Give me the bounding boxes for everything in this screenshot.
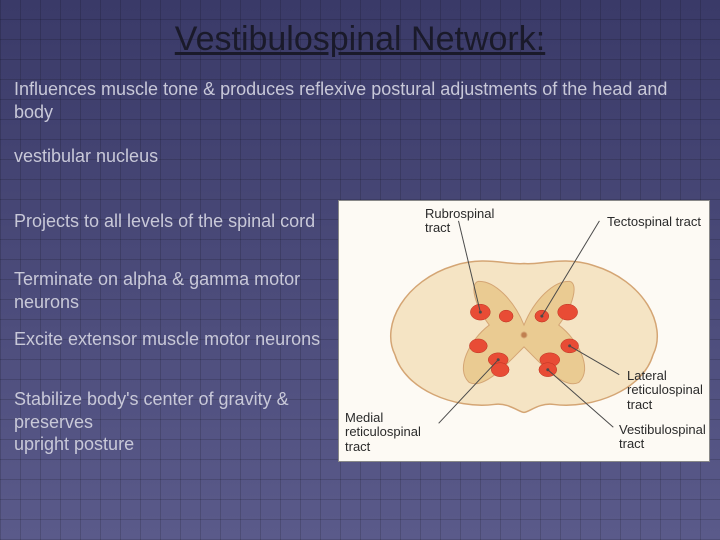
medial-reticulospinal-label: Medial reticulospinal tract bbox=[345, 411, 421, 454]
page-title: Vestibulospinal Network: bbox=[0, 20, 720, 59]
tectospinal-label: Tectospinal tract bbox=[607, 215, 701, 229]
vestibulospinal-label: Vestibulospinal tract bbox=[619, 423, 706, 452]
list-item: Stabilize body's center of gravity & pre… bbox=[14, 388, 334, 456]
list-item: Projects to all levels of the spinal cor… bbox=[14, 210, 334, 233]
subtitle-text: Influences muscle tone & produces reflex… bbox=[14, 78, 700, 123]
list-item: Terminate on alpha & gamma motor neurons bbox=[14, 268, 334, 313]
spinal-cord-diagram: Rubrospinal tract Tectospinal tract Medial… bbox=[338, 200, 710, 462]
list-item: vestibular nucleus bbox=[14, 145, 334, 168]
lateral-reticulospinal-label: Lateral reticulospinal tract bbox=[627, 369, 703, 412]
list-item: Excite extensor muscle motor neurons bbox=[14, 328, 334, 351]
rubrospinal-label: Rubrospinal tract bbox=[425, 207, 494, 236]
